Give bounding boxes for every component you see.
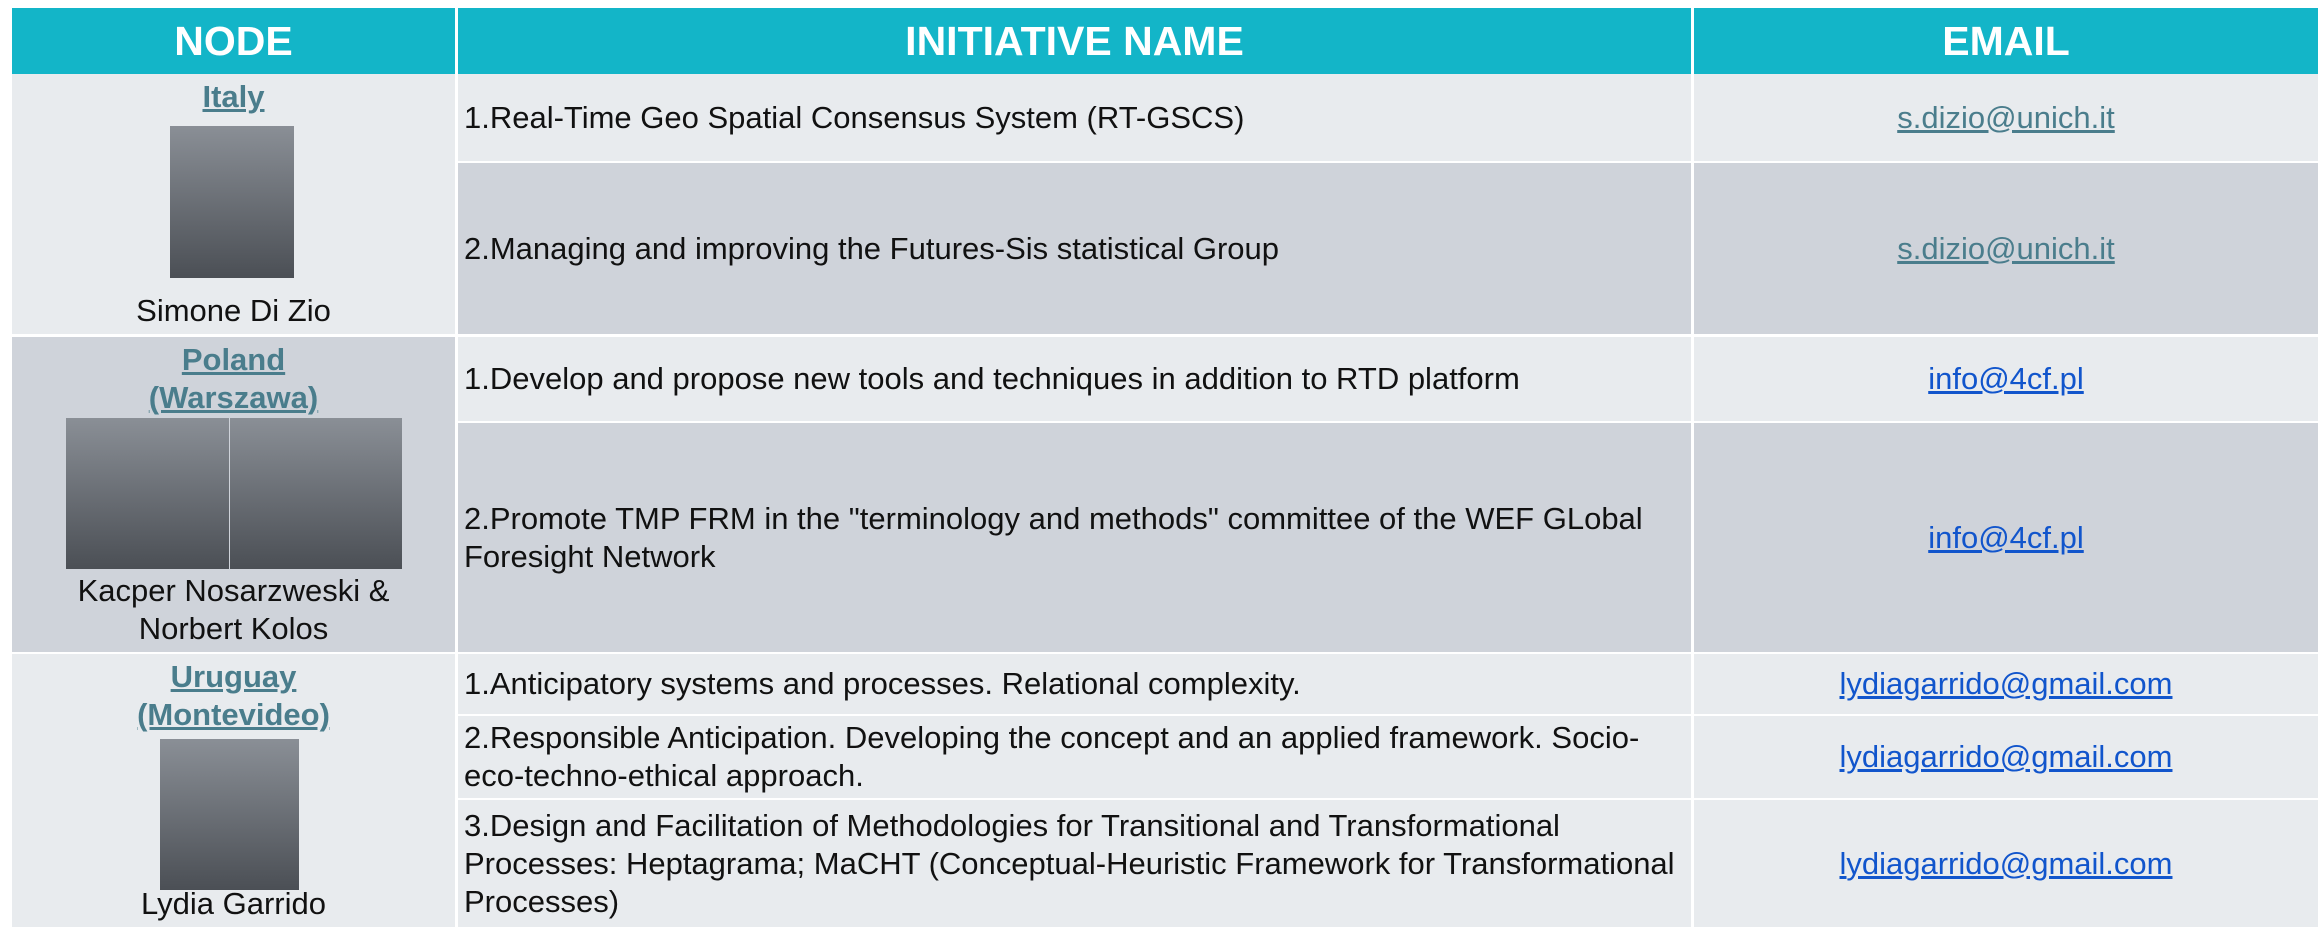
column-header: EMAIL [1694,8,2318,74]
email-link[interactable]: s.dizio@unich.it [1897,99,2115,135]
person-name: Lydia Garrido [141,886,326,921]
node-link[interactable]: Uruguay (Montevideo) [137,659,330,732]
column-header: NODE [12,8,455,74]
initiative-cell: 3.Design and Facilitation of Methodologi… [458,800,1691,927]
email-link[interactable]: lydiagarrido@gmail.com [1839,666,2173,701]
node-link[interactable]: Poland (Warszawa) [148,342,319,415]
photo [160,739,299,890]
initiative-cell: 1.Real-Time Geo Spatial Consensus System… [458,74,1691,161]
email-cell: lydiagarrido@gmail.com [1694,716,2318,798]
email-link[interactable]: s.dizio@unich.it [1897,230,2115,266]
photo [170,126,294,278]
email-link[interactable]: lydiagarrido@gmail.com [1839,739,2173,774]
email-link[interactable]: lydiagarrido@gmail.com [1839,845,2173,881]
photo [66,418,229,569]
email-link[interactable]: info@4cf.pl [1928,519,2084,555]
initiative-cell: 2.Promote TMP FRM in the "terminology an… [458,423,1691,652]
email-cell: s.dizio@unich.it [1694,74,2318,161]
person-name: Kacper Nosarzweski & Norbert Kolos [77,573,390,646]
person-name: Simone Di Zio [136,293,331,328]
email-cell: info@4cf.pl [1694,337,2318,421]
initiative-cell: 2.Responsible Anticipation. Developing t… [458,716,1691,798]
initiative-cell: 2.Managing and improving the Futures-Sis… [458,163,1691,334]
initiative-cell: 1.Anticipatory systems and processes. Re… [458,654,1691,714]
header-bar [12,0,2318,8]
email-cell: info@4cf.pl [1694,423,2318,652]
node-link[interactable]: Italy [202,79,265,114]
photo [230,418,402,569]
email-cell: lydiagarrido@gmail.com [1694,800,2318,927]
email-cell: lydiagarrido@gmail.com [1694,654,2318,714]
column-header: INITIATIVE NAME [458,8,1691,74]
email-cell: s.dizio@unich.it [1694,163,2318,334]
email-link[interactable]: info@4cf.pl [1928,361,2084,396]
initiative-cell: 1.Develop and propose new tools and tech… [458,337,1691,421]
